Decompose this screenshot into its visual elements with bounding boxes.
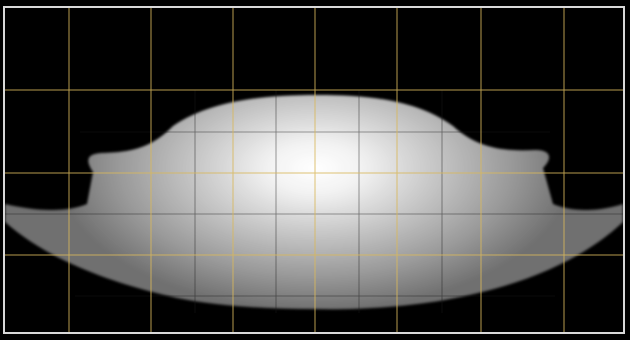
bright-object bbox=[5, 95, 623, 310]
image-frame bbox=[3, 6, 625, 334]
grayscale-image-with-grid bbox=[5, 8, 623, 332]
primary-grid bbox=[5, 8, 623, 332]
